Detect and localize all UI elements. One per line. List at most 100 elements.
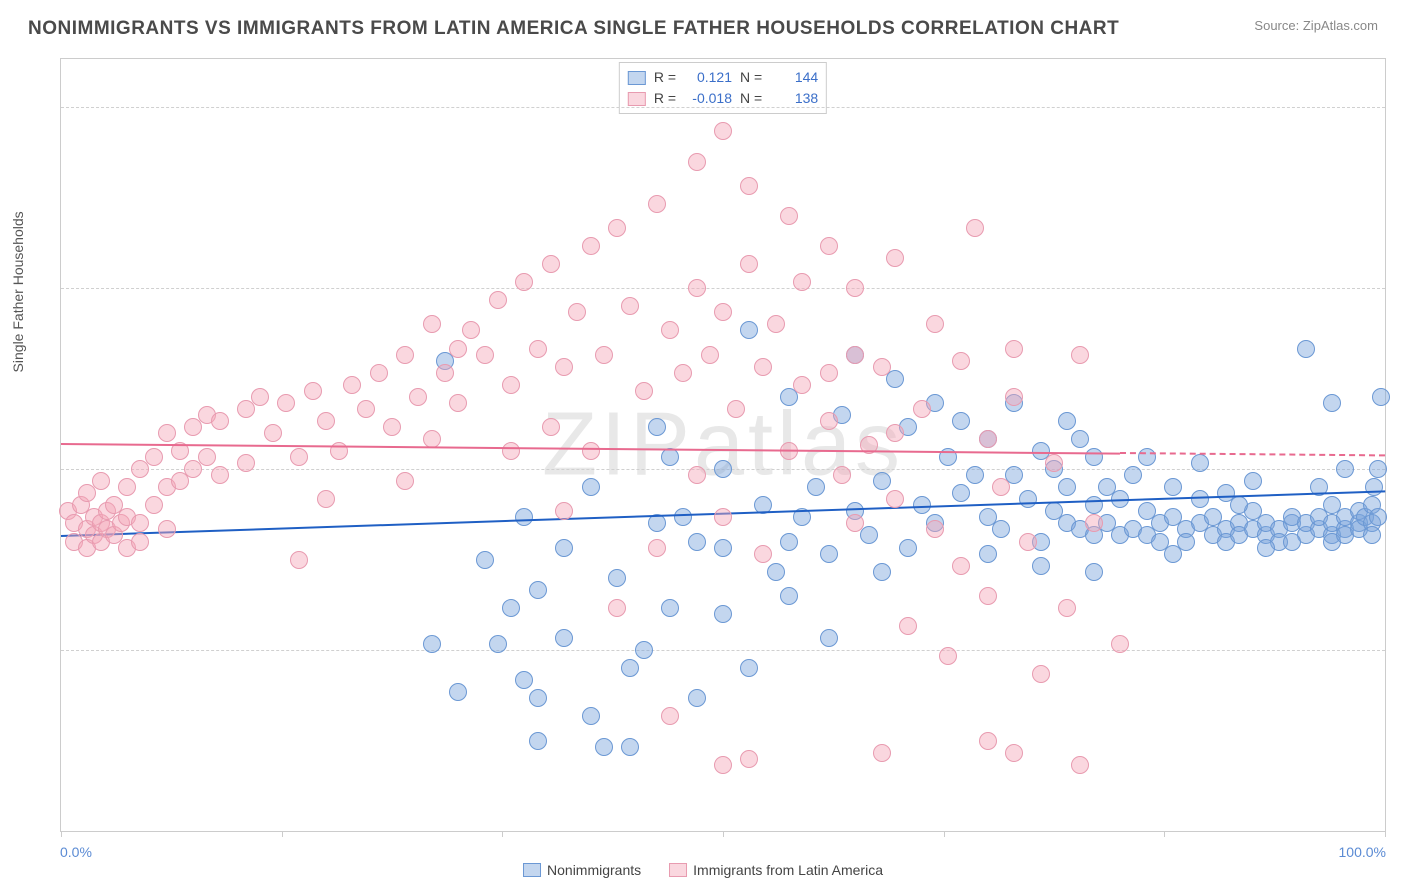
scatter-point-immigrants: [754, 545, 772, 563]
scatter-point-immigrants: [793, 273, 811, 291]
legend-item: Immigrants from Latin America: [669, 862, 883, 878]
scatter-point-immigrants: [595, 346, 613, 364]
scatter-point-nonimmigrants: [1019, 490, 1037, 508]
x-tick: [944, 831, 945, 837]
scatter-point-nonimmigrants: [1323, 394, 1341, 412]
scatter-point-immigrants: [515, 273, 533, 291]
scatter-point-nonimmigrants: [661, 448, 679, 466]
scatter-point-nonimmigrants: [714, 460, 732, 478]
scatter-point-immigrants: [542, 418, 560, 436]
scatter-point-immigrants: [767, 315, 785, 333]
scatter-point-immigrants: [674, 364, 692, 382]
scatter-point-immigrants: [1085, 514, 1103, 532]
scatter-point-immigrants: [740, 750, 758, 768]
scatter-point-immigrants: [1058, 599, 1076, 617]
scatter-point-nonimmigrants: [661, 599, 679, 617]
scatter-point-immigrants: [145, 496, 163, 514]
stat-r-value: -0.018: [684, 88, 732, 109]
scatter-point-immigrants: [131, 533, 149, 551]
x-axis-min-label: 0.0%: [60, 844, 92, 860]
scatter-point-nonimmigrants: [555, 629, 573, 647]
scatter-point-nonimmigrants: [621, 659, 639, 677]
scatter-point-immigrants: [648, 539, 666, 557]
source-link[interactable]: ZipAtlas.com: [1303, 18, 1378, 33]
scatter-point-immigrants: [820, 364, 838, 382]
scatter-point-immigrants: [873, 744, 891, 762]
scatter-point-nonimmigrants: [873, 563, 891, 581]
scatter-point-immigrants: [714, 303, 732, 321]
scatter-point-immigrants: [952, 352, 970, 370]
scatter-point-nonimmigrants: [820, 629, 838, 647]
stats-row: R =-0.018N =138: [628, 88, 818, 109]
scatter-point-nonimmigrants: [979, 545, 997, 563]
scatter-point-immigrants: [939, 647, 957, 665]
scatter-point-nonimmigrants: [688, 689, 706, 707]
scatter-point-nonimmigrants: [899, 539, 917, 557]
scatter-point-immigrants: [886, 424, 904, 442]
chart-title: NONIMMIGRANTS VS IMMIGRANTS FROM LATIN A…: [28, 18, 1119, 40]
scatter-point-immigrants: [621, 297, 639, 315]
scatter-point-nonimmigrants: [740, 659, 758, 677]
scatter-point-immigrants: [198, 448, 216, 466]
legend-swatch: [628, 71, 646, 85]
scatter-point-nonimmigrants: [952, 484, 970, 502]
scatter-point-immigrants: [966, 219, 984, 237]
scatter-point-immigrants: [237, 454, 255, 472]
scatter-point-nonimmigrants: [688, 533, 706, 551]
scatter-point-nonimmigrants: [608, 569, 626, 587]
scatter-point-nonimmigrants: [820, 545, 838, 563]
scatter-point-nonimmigrants: [1085, 448, 1103, 466]
scatter-point-nonimmigrants: [1191, 490, 1209, 508]
scatter-point-immigrants: [714, 508, 732, 526]
scatter-point-immigrants: [913, 400, 931, 418]
scatter-point-immigrants: [277, 394, 295, 412]
scatter-point-nonimmigrants: [489, 635, 507, 653]
source-attribution: Source: ZipAtlas.com: [1254, 18, 1378, 33]
scatter-point-nonimmigrants: [767, 563, 785, 581]
scatter-point-immigrants: [409, 388, 427, 406]
legend-swatch: [523, 863, 541, 877]
scatter-point-nonimmigrants: [449, 683, 467, 701]
scatter-point-immigrants: [251, 388, 269, 406]
scatter-point-nonimmigrants: [515, 508, 533, 526]
scatter-point-immigrants: [158, 424, 176, 442]
scatter-point-immigrants: [542, 255, 560, 273]
scatter-point-immigrants: [714, 756, 732, 774]
scatter-point-immigrants: [608, 219, 626, 237]
stats-row: R =0.121N =144: [628, 67, 818, 88]
legend-label: Nonimmigrants: [547, 862, 641, 878]
scatter-point-immigrants: [688, 279, 706, 297]
scatter-point-nonimmigrants: [529, 689, 547, 707]
stat-r-label: R =: [654, 88, 676, 109]
scatter-point-nonimmigrants: [714, 605, 732, 623]
scatter-point-immigrants: [502, 376, 520, 394]
scatter-point-immigrants: [370, 364, 388, 382]
scatter-point-immigrants: [555, 358, 573, 376]
gridline: [61, 650, 1385, 651]
x-tick: [282, 831, 283, 837]
legend-label: Immigrants from Latin America: [693, 862, 883, 878]
scatter-point-immigrants: [449, 340, 467, 358]
scatter-point-nonimmigrants: [1058, 478, 1076, 496]
scatter-point-immigrants: [396, 346, 414, 364]
scatter-point-nonimmigrants: [1124, 466, 1142, 484]
stat-n-label: N =: [740, 67, 762, 88]
scatter-point-immigrants: [688, 153, 706, 171]
stat-n-value: 144: [770, 67, 818, 88]
scatter-point-immigrants: [886, 249, 904, 267]
scatter-point-nonimmigrants: [1058, 412, 1076, 430]
scatter-point-nonimmigrants: [1244, 472, 1262, 490]
scatter-point-nonimmigrants: [515, 671, 533, 689]
scatter-point-immigrants: [423, 430, 441, 448]
scatter-point-nonimmigrants: [582, 707, 600, 725]
scatter-point-immigrants: [476, 346, 494, 364]
scatter-point-immigrants: [979, 732, 997, 750]
chart-area: Single Father Households ZIPatlas R =0.1…: [60, 58, 1386, 832]
scatter-point-immigrants: [727, 400, 745, 418]
scatter-point-nonimmigrants: [582, 478, 600, 496]
scatter-point-nonimmigrants: [1323, 496, 1341, 514]
scatter-point-immigrants: [846, 514, 864, 532]
scatter-point-immigrants: [780, 207, 798, 225]
trend-line-immigrants-extrapolated: [1120, 452, 1385, 456]
scatter-point-nonimmigrants: [529, 581, 547, 599]
